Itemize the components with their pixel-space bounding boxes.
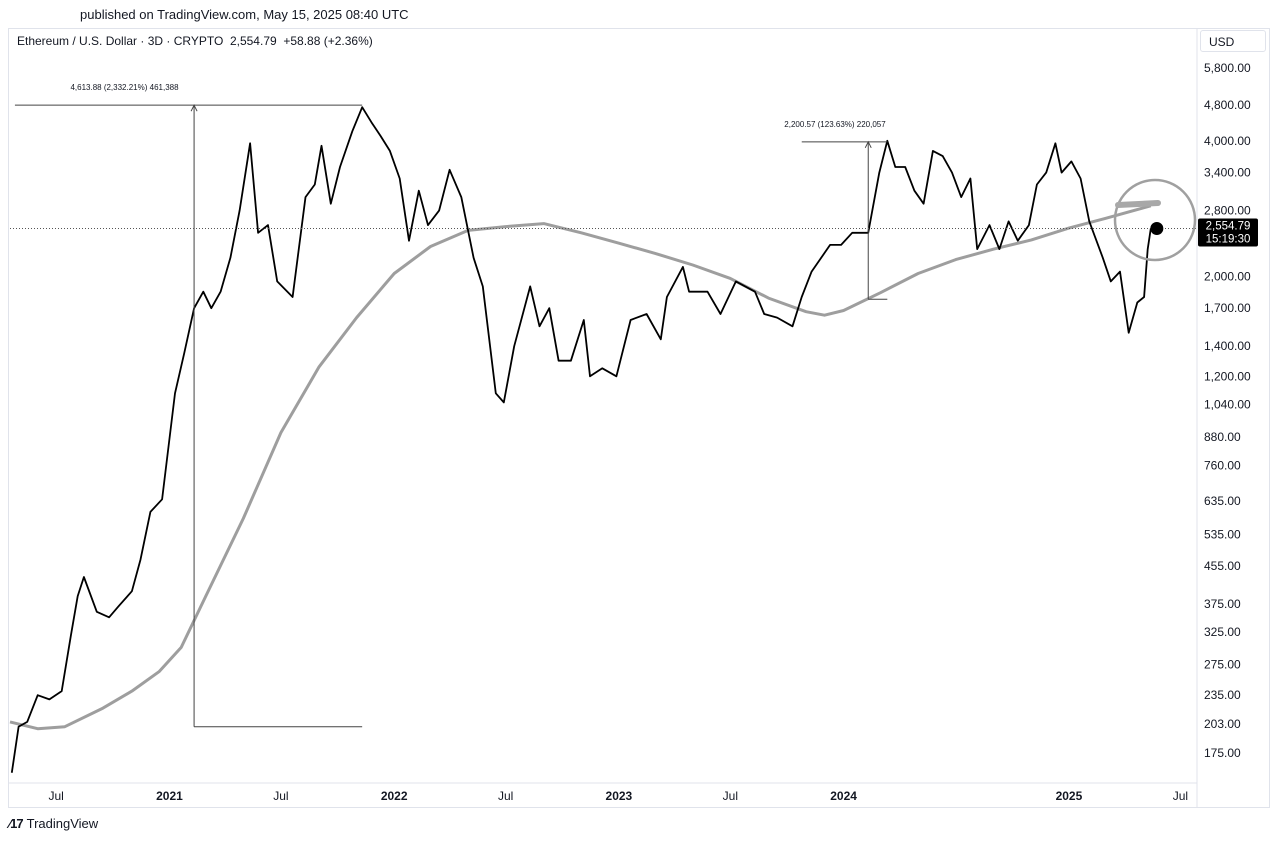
last-price-tag-value: 2,554.79 — [1206, 221, 1251, 233]
published-note: published on TradingView.com, May 15, 20… — [80, 7, 409, 22]
x-tick-label: 2021 — [156, 789, 183, 803]
y-tick-label: 275.00 — [1204, 657, 1241, 671]
x-tick-label: 2022 — [381, 789, 408, 803]
price-line — [10, 106, 1152, 773]
y-tick-label: 4,000.00 — [1204, 134, 1251, 148]
x-tick-label: Jul — [273, 789, 288, 803]
y-tick-label: 3,400.00 — [1204, 166, 1251, 180]
y-tick-label: 203.00 — [1204, 717, 1241, 731]
candle-countdown: 15:19:30 — [1206, 234, 1251, 246]
symbol-legend: Ethereum / U.S. Dollar · 3D · CRYPTO 2,5… — [17, 34, 373, 48]
x-tick-label: Jul — [498, 789, 513, 803]
y-tick-label: 535.00 — [1204, 527, 1241, 541]
chart-frame — [8, 28, 1270, 808]
y-tick-label: 1,040.00 — [1204, 397, 1251, 411]
y-tick-label: 760.00 — [1204, 459, 1241, 473]
tradingview-mark-icon: ⁄17 — [9, 816, 24, 831]
x-tick-label: Jul — [723, 789, 738, 803]
y-tick-label: 4,800.00 — [1204, 98, 1251, 112]
y-tick-label: 175.00 — [1204, 746, 1241, 760]
x-tick-label: Jul — [49, 789, 64, 803]
highlight-circle — [1113, 178, 1197, 262]
last-price: 2,554.79 — [229, 34, 277, 48]
x-tick-label: 2024 — [830, 789, 857, 803]
y-tick-label: 880.00 — [1204, 430, 1241, 444]
price-change: +58.88 (+2.36%) — [283, 34, 373, 48]
measure-arrow-icon — [864, 140, 872, 149]
y-tick-label: 5,800.00 — [1204, 61, 1251, 75]
symbol-name[interactable]: Ethereum / U.S. Dollar · 3D · CRYPTO — [17, 34, 224, 48]
tradingview-logo[interactable]: ⁄17 TradingView — [9, 816, 98, 831]
currency-button[interactable]: USD — [1200, 30, 1266, 52]
y-tick-label: 375.00 — [1204, 597, 1241, 611]
last-price-tag — [1198, 218, 1258, 247]
y-tick-label: 235.00 — [1204, 688, 1241, 702]
highlight-scribble — [1115, 200, 1161, 208]
y-tick-label: 1,700.00 — [1204, 301, 1251, 315]
y-tick-label: 2,800.00 — [1204, 204, 1251, 218]
measure-label: 2,200.57 (123.63%) 220,057 — [784, 120, 886, 129]
x-tick-label: Jul — [1173, 789, 1188, 803]
brand-name: TradingView — [26, 816, 99, 831]
measure-label: 4,613.88 (2,332.21%) 461,388 — [70, 83, 179, 92]
x-tick-label: 2023 — [606, 789, 633, 803]
y-tick-label: 2,000.00 — [1204, 269, 1251, 283]
last-price-marker — [1150, 222, 1164, 236]
y-tick-label: 455.00 — [1204, 559, 1241, 573]
y-tick-label: 1,200.00 — [1204, 369, 1251, 383]
x-tick-label: 2025 — [1056, 789, 1083, 803]
y-tick-label: 1,400.00 — [1204, 339, 1251, 353]
y-tick-label: 325.00 — [1204, 625, 1241, 639]
measure-arrow-icon — [190, 104, 198, 112]
moving-average-line — [9, 204, 1152, 731]
y-tick-label: 635.00 — [1204, 494, 1241, 508]
